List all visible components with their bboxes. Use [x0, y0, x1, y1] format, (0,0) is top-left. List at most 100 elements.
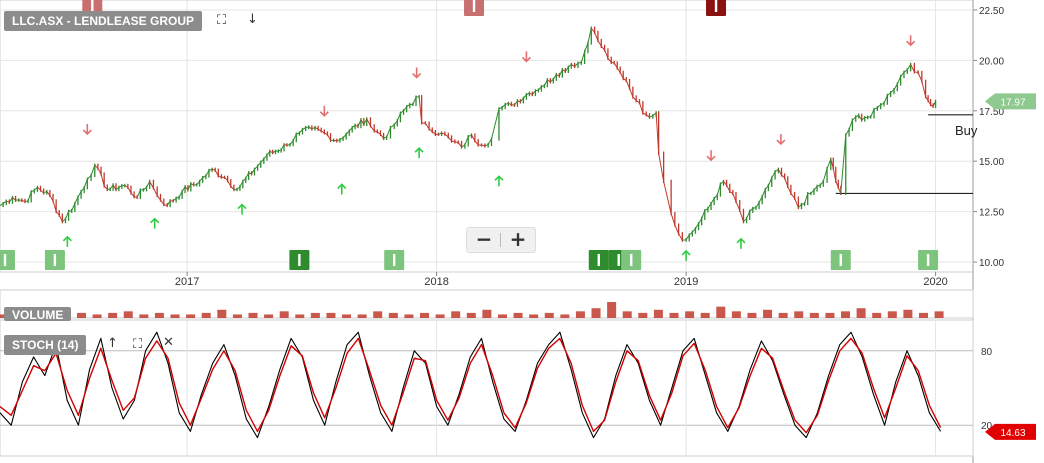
arrow-up-icon[interactable]: ↑	[107, 336, 118, 351]
price-segment	[794, 198, 799, 208]
volume-bar	[264, 314, 274, 318]
fullscreen-icon[interactable]: ⛶	[217, 13, 227, 28]
price-segment	[729, 191, 734, 195]
fullscreen-stoch-icon[interactable]: ⛶	[133, 337, 143, 352]
price-segment	[732, 193, 737, 202]
volume-bar	[186, 314, 196, 318]
price-segment	[333, 139, 337, 142]
price-segment	[487, 138, 492, 145]
arrow-down-icon[interactable]: ↓	[247, 12, 258, 27]
price-segment	[587, 28, 592, 44]
price-segment	[639, 102, 644, 114]
arrow-head	[521, 56, 531, 63]
event-glyph	[617, 254, 620, 266]
volume-bar	[420, 312, 430, 318]
arrow-head	[414, 147, 424, 153]
price-segment	[552, 74, 557, 80]
arrow-head	[736, 237, 746, 244]
up-arrow-icon	[681, 249, 691, 261]
price-segment	[880, 102, 885, 106]
volume-bar	[310, 312, 320, 318]
volume-bar	[887, 311, 897, 318]
price-segment	[55, 211, 60, 216]
price-segment	[652, 112, 657, 117]
volume-bar	[466, 312, 476, 318]
price-segment	[517, 100, 521, 103]
price-segment	[574, 62, 579, 67]
volume-bar	[544, 312, 554, 318]
volume-bar	[809, 312, 819, 318]
price-segment	[625, 80, 630, 89]
y-tick-label: 22.50	[979, 6, 1004, 17]
price-segment	[917, 72, 923, 82]
stoch-tag: 14.63	[985, 423, 1036, 440]
price-segment	[890, 89, 895, 94]
volume-bar	[731, 311, 741, 318]
price-segment	[360, 119, 365, 125]
price-segment	[873, 107, 878, 110]
price-segment	[94, 164, 99, 169]
price-segment	[163, 204, 168, 207]
zoom-in-button[interactable]: +	[509, 227, 527, 251]
price-segment	[914, 71, 919, 73]
price-segment	[227, 180, 232, 187]
event-box	[0, 250, 15, 270]
event-marker	[384, 250, 405, 270]
down-arrow-icon	[521, 51, 531, 63]
event-marker	[918, 250, 939, 270]
price-segment	[324, 132, 328, 136]
price-segment	[613, 62, 618, 69]
price-segment	[804, 193, 809, 204]
price-segment	[278, 149, 282, 152]
price-segment	[248, 172, 252, 175]
price-segment	[670, 213, 676, 226]
event-glyph	[714, 0, 718, 12]
price-segment	[136, 189, 141, 198]
volume-bar	[529, 314, 539, 318]
event-glyph	[630, 254, 633, 266]
price-segment	[584, 42, 589, 52]
price-segment	[447, 136, 452, 142]
price-segment	[62, 218, 66, 223]
price-segment	[97, 167, 102, 175]
price-segment	[354, 124, 359, 128]
price-segment	[590, 27, 596, 33]
price-segment	[505, 102, 509, 105]
price-tag-shape	[985, 93, 1036, 110]
event-marker	[830, 250, 851, 270]
price-segment	[787, 186, 792, 194]
volume-bar	[451, 311, 461, 318]
zoom-out-button[interactable]: −	[475, 227, 493, 251]
price-segment	[932, 101, 937, 107]
price-segment	[386, 127, 391, 138]
main-gridlines	[0, 0, 974, 463]
close-icon[interactable]: ✕	[163, 335, 174, 350]
volume-bar	[232, 314, 242, 318]
volume-bar	[248, 312, 258, 318]
price-segment	[263, 154, 268, 160]
stoch-tag-text: 14.63	[1000, 428, 1025, 439]
stoch-panel-label: STOCH (14)	[4, 335, 87, 355]
price-segment	[910, 64, 915, 73]
event-glyph	[298, 254, 301, 266]
price-segment	[190, 183, 194, 186]
price-segment	[883, 95, 888, 104]
price-segment	[199, 177, 204, 182]
price-segment	[848, 120, 853, 130]
price-segment	[49, 195, 54, 202]
price-segment	[175, 196, 180, 199]
y-tick-label: 10.00	[979, 258, 1004, 269]
zoom-control: − +	[466, 227, 536, 253]
x-tick-label: 2019	[674, 276, 698, 288]
price-segment	[2, 200, 7, 204]
volume-bar	[295, 314, 305, 318]
price-segment	[339, 137, 344, 140]
main-panel-label: LLC.ASX - LENDLEASE GROUP	[4, 11, 203, 31]
volume-bar	[139, 314, 149, 318]
arrow-head	[150, 217, 160, 224]
down-arrow-icon	[906, 35, 916, 47]
price-segment	[655, 112, 660, 154]
price-segment	[21, 199, 26, 202]
price-segment	[758, 196, 763, 203]
price-segment	[674, 224, 680, 234]
